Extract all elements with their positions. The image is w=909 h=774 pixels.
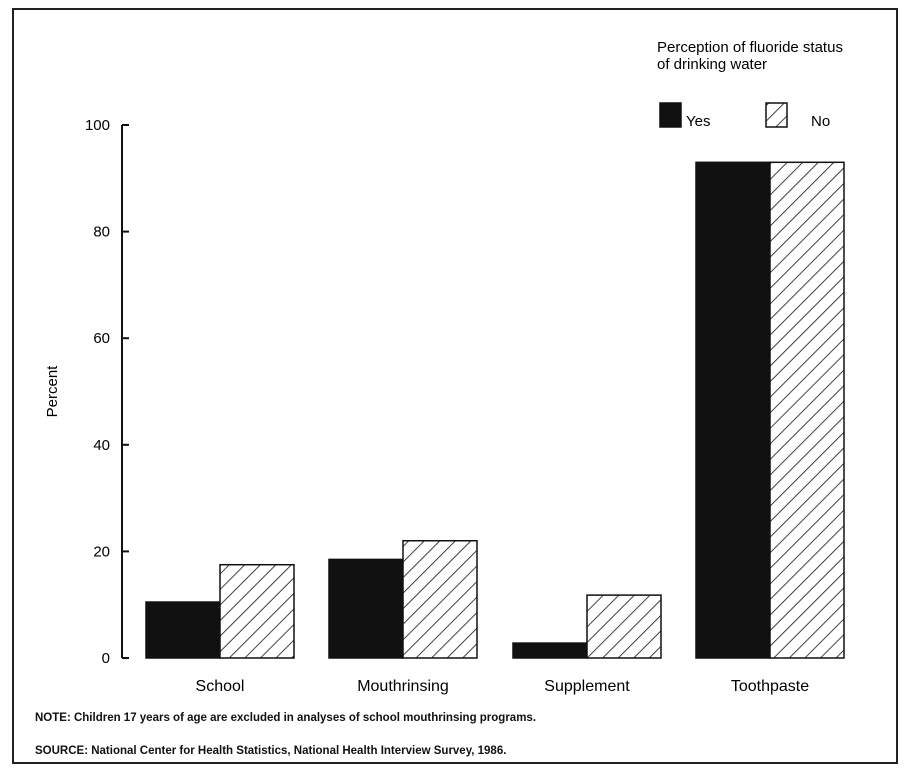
legend-title-line: Perception of fluoride status [657, 39, 843, 56]
bar-no [769, 161, 845, 659]
bar-no [402, 539, 478, 659]
bar-no [586, 594, 662, 659]
y-tick-label: 20 [93, 543, 110, 560]
x-tick-label: Supplement [544, 678, 630, 695]
y-tick-label: 0 [102, 650, 110, 667]
figure-frame [12, 8, 898, 764]
source-text: SOURCE: National Center for Health Stati… [35, 745, 507, 757]
y-tick-label: 60 [93, 330, 110, 347]
note-text: NOTE: Children 17 years of age are exclu… [35, 712, 537, 724]
legend-swatch-no [765, 102, 788, 128]
legend-title-line: of drinking water [657, 56, 767, 73]
y-axis-label: Percent [44, 365, 61, 418]
bar-yes [145, 601, 221, 659]
bars [145, 161, 845, 659]
bar-yes [512, 642, 588, 659]
bar-yes [695, 161, 771, 659]
x-tick-label: Mouthrinsing [357, 678, 449, 695]
bar-no [219, 563, 295, 659]
legend-label-yes: Yes [686, 113, 710, 130]
x-tick-label: School [196, 678, 245, 695]
y-tick-label: 40 [93, 437, 110, 454]
legend-swatch-yes [659, 102, 682, 128]
y-tick-label: 80 [93, 224, 110, 241]
legend-label-no: No [811, 113, 830, 130]
axes: 0 20 40 60 80 100 Percent School Mouthrinsing Sup… [44, 117, 809, 695]
y-tick-label: 100 [85, 117, 110, 134]
bar-yes [328, 558, 404, 659]
x-tick-label: Toothpaste [731, 678, 809, 695]
